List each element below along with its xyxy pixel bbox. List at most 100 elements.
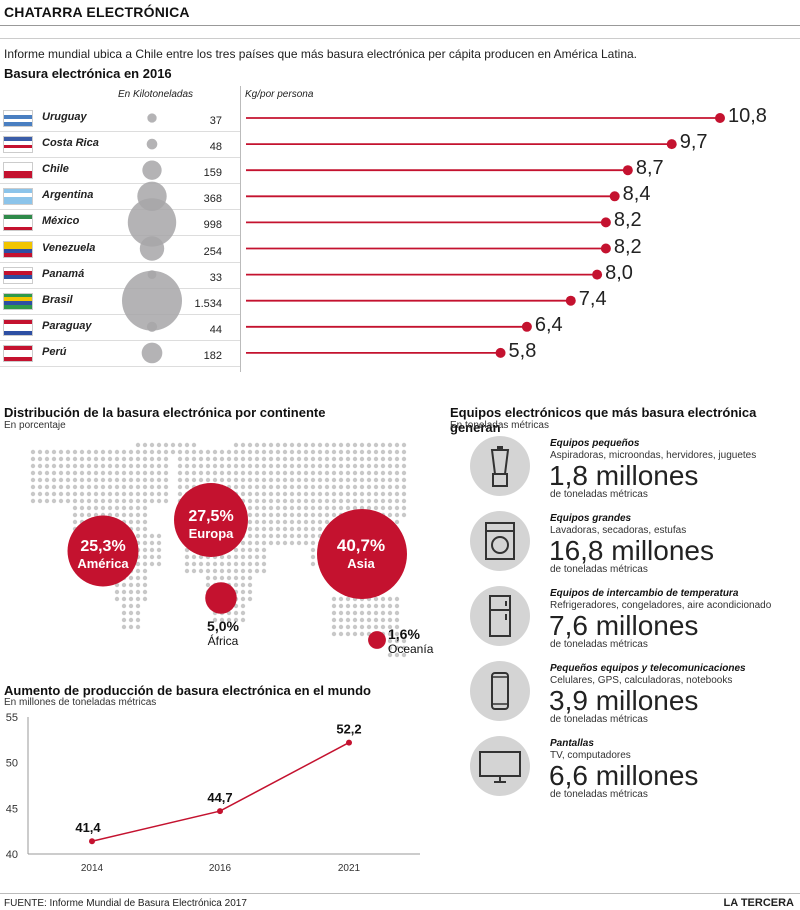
continent-name: Oceanía: [388, 642, 434, 656]
map-dot: [394, 442, 400, 448]
map-dot: [268, 470, 274, 476]
map-dot: [72, 505, 78, 511]
device-description: Refrigeradores, congeladores, aire acond…: [550, 600, 772, 611]
map-dot: [254, 540, 260, 546]
map-dot: [303, 526, 309, 532]
map-dot: [359, 603, 365, 609]
kg-dot: [666, 139, 677, 150]
map-dot: [338, 505, 344, 511]
map-dot: [331, 456, 337, 462]
map-dot: [401, 477, 407, 483]
kg-dot: [592, 269, 603, 280]
map-dot: [79, 449, 85, 455]
map-dot: [100, 498, 106, 504]
kilo-bubble: [146, 321, 158, 332]
map-dot: [44, 477, 50, 483]
map-dot: [345, 484, 351, 490]
map-dot: [100, 456, 106, 462]
map-dot: [163, 442, 169, 448]
map-dot: [212, 477, 218, 483]
map-dot: [359, 491, 365, 497]
continent-pct: 40,7%: [336, 536, 386, 555]
map-dot: [366, 624, 372, 630]
map-dot: [149, 449, 155, 455]
map-dot: [275, 498, 281, 504]
country-flag: [3, 318, 33, 336]
map-dot: [247, 582, 253, 588]
map-dot: [65, 491, 71, 497]
map-dot: [345, 456, 351, 462]
continent-label-africa: 5,0% África: [198, 618, 248, 648]
map-dot: [184, 463, 190, 469]
map-dot: [282, 484, 288, 490]
y-tick-label: 40: [6, 849, 18, 861]
map-dot: [282, 498, 288, 504]
map-dot: [310, 561, 316, 567]
map-dot: [177, 484, 183, 490]
map-dot: [359, 624, 365, 630]
kg-value: 9,7: [679, 131, 708, 154]
map-dot: [380, 498, 386, 504]
map-dot: [156, 561, 162, 567]
kilo-value: 37: [209, 115, 222, 127]
kilo-value: 1.534: [194, 297, 222, 310]
map-dot: [233, 610, 239, 616]
map-dot: [128, 505, 134, 511]
map-dot: [373, 498, 379, 504]
map-dot: [135, 442, 141, 448]
continent-bubble: [205, 582, 237, 614]
map-dot: [100, 491, 106, 497]
map-dot: [387, 603, 393, 609]
device-amount: 1,8 millones: [549, 460, 699, 491]
map-dot: [114, 456, 120, 462]
map-dot: [156, 491, 162, 497]
map-dot: [380, 456, 386, 462]
map-dot: [366, 463, 372, 469]
kilo-bubble: [127, 198, 177, 247]
map-dot: [233, 442, 239, 448]
map-dot: [149, 547, 155, 553]
map-dot: [401, 512, 407, 518]
map-dot: [240, 540, 246, 546]
map-dot: [387, 610, 393, 616]
map-dot: [212, 568, 218, 574]
device-unit: de toneladas métricas: [550, 789, 648, 800]
map-dot: [275, 512, 281, 518]
map-dot: [373, 505, 379, 511]
map-dot: [317, 484, 323, 490]
map-dot: [37, 491, 43, 497]
map-dot: [121, 463, 127, 469]
map-dot: [121, 596, 127, 602]
map-dot: [247, 568, 253, 574]
map-dot: [366, 484, 372, 490]
map-dot: [114, 505, 120, 511]
map-dot: [401, 449, 407, 455]
map-dot: [373, 617, 379, 623]
map-dot: [121, 589, 127, 595]
map-dot: [303, 442, 309, 448]
map-dot: [128, 512, 134, 518]
country-flag: [3, 292, 33, 310]
map-dot: [303, 470, 309, 476]
map-dot: [317, 526, 323, 532]
map-dot: [261, 484, 267, 490]
map-dot: [331, 491, 337, 497]
map-dot: [387, 617, 393, 623]
device-title: Pequeños equipos y telecomunicaciones: [550, 663, 746, 674]
kg-value: 6,4: [534, 313, 563, 336]
continent-name: África: [207, 634, 239, 648]
map-dot: [380, 484, 386, 490]
kg-value: 10,8: [728, 105, 767, 127]
country-name: Costa Rica: [42, 137, 99, 150]
map-dot: [296, 519, 302, 525]
map-dot: [128, 624, 134, 630]
map-dot: [331, 603, 337, 609]
row-separator: [0, 131, 240, 132]
map-dot: [226, 561, 232, 567]
map-dot: [268, 477, 274, 483]
row-separator: [0, 365, 240, 367]
map-dot: [240, 456, 246, 462]
title-divider: [0, 25, 800, 26]
map-dot: [128, 456, 134, 462]
map-dot: [296, 442, 302, 448]
